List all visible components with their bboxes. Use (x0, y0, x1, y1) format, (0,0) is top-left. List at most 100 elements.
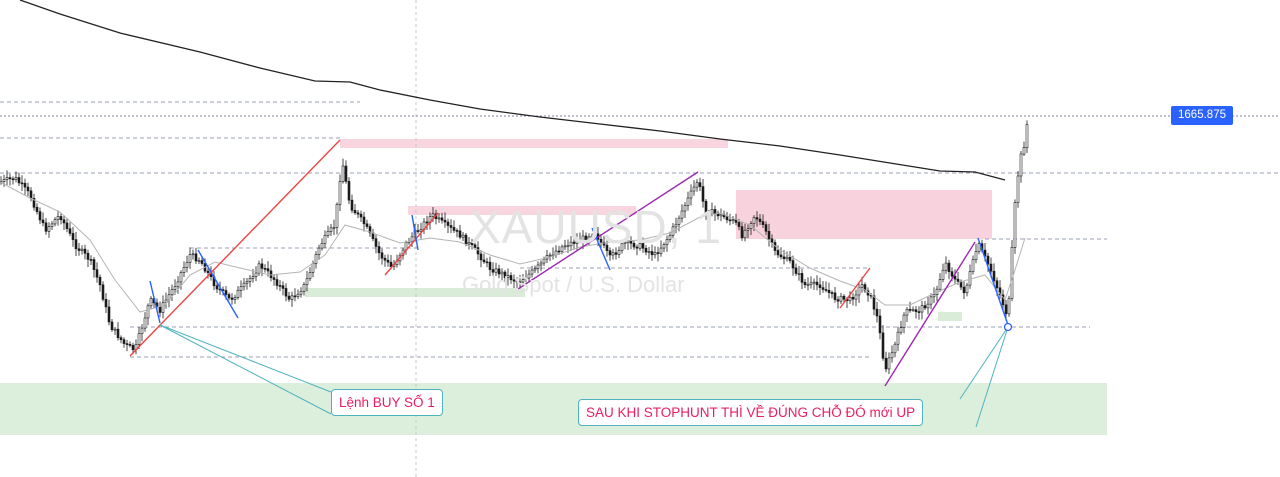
candle-body (452, 227, 456, 231)
candle-body (32, 198, 36, 208)
candle-body (989, 263, 993, 272)
candle-body (224, 290, 228, 295)
candle-body (605, 244, 609, 251)
candle-body (743, 229, 747, 239)
candle-body (842, 295, 846, 300)
candle-body (530, 269, 534, 275)
candle-body (995, 280, 999, 289)
annotation-buy-order[interactable]: Lệnh BUY SỐ 1 (331, 389, 443, 416)
candle-body (902, 314, 906, 328)
candle-body (140, 327, 144, 335)
candle-body (215, 285, 219, 290)
candle-body (674, 223, 678, 228)
candle-body (878, 315, 882, 334)
candle-body (158, 306, 162, 313)
candle-body (485, 261, 489, 264)
candle-body (857, 286, 861, 296)
candle-body (458, 230, 462, 238)
stophunt-marker[interactable] (1003, 322, 1013, 332)
candle-body (683, 205, 687, 212)
candle-body (380, 252, 384, 259)
candle-body (650, 251, 654, 256)
candle-body (410, 236, 414, 243)
candle-body (668, 235, 672, 240)
candle-body (788, 256, 792, 261)
candle-body (143, 317, 147, 329)
candle-body (941, 269, 945, 280)
candle-body (242, 282, 246, 288)
candle-body (374, 238, 378, 247)
candle-body (833, 292, 837, 300)
purple-trend-line (884, 241, 976, 387)
candle-body (872, 295, 876, 310)
candle-body (506, 275, 510, 278)
candle-body (89, 259, 93, 261)
blue-swing-line (411, 214, 419, 251)
candle-body (80, 248, 84, 251)
candle-body (635, 246, 639, 249)
candle-body (962, 286, 966, 294)
candle-body (383, 257, 387, 261)
candle-body (44, 222, 48, 232)
candle-body (920, 305, 924, 313)
candle-body (131, 345, 135, 351)
candle-body (860, 284, 864, 288)
candle-body (287, 295, 291, 300)
annotation-stophunt[interactable]: SAU KHI STOPHUNT THÌ VỀ ĐÚNG CHỖ ĐÓ mới … (578, 399, 924, 426)
candle-body (275, 279, 279, 286)
supply-zone-right (736, 190, 992, 239)
candle-body (764, 224, 768, 232)
candle-body (419, 229, 423, 232)
candle-body (23, 182, 27, 188)
candle-body (116, 328, 120, 338)
candle-body (896, 331, 900, 345)
candle-body (719, 213, 723, 217)
candle-body (257, 263, 261, 274)
candle-body (563, 245, 567, 248)
candle-body (206, 270, 210, 273)
candle-body (695, 182, 699, 188)
candle-body (164, 299, 168, 304)
candle-body (38, 211, 42, 221)
candle-body (464, 234, 468, 245)
candle-body (572, 241, 576, 244)
blue-swing-line (591, 227, 611, 271)
candle-body (1016, 175, 1020, 203)
candle-body (368, 226, 372, 234)
candle-body (641, 243, 645, 249)
candle-body (248, 277, 252, 282)
candles (0, 120, 1029, 375)
candle-body (440, 217, 444, 221)
candle-body (20, 182, 24, 185)
candle-body (887, 357, 891, 370)
candle-body (350, 199, 354, 211)
candle-body (770, 238, 774, 243)
candle-body (818, 284, 822, 288)
candle-body (500, 271, 504, 275)
candle-body (632, 243, 636, 248)
candle-body (518, 281, 522, 284)
candle-body (479, 253, 483, 261)
candle-body (947, 262, 951, 272)
candle-body (5, 177, 9, 180)
candle-body (944, 262, 948, 271)
red-trend-line (839, 267, 871, 309)
candle-body (95, 269, 99, 278)
candle-body (881, 332, 885, 359)
candle-body (317, 247, 321, 255)
blue-swing-line (977, 237, 1009, 326)
candle-body (557, 250, 561, 253)
candle-body (77, 248, 81, 251)
candle-body (692, 186, 696, 192)
candle-body (953, 275, 957, 280)
candle-body (47, 226, 51, 232)
candle-body (806, 284, 810, 286)
purple-trend-line (517, 171, 699, 290)
candle-body (497, 268, 501, 275)
candle-body (890, 352, 894, 359)
candle-body (533, 268, 537, 271)
candle-body (566, 245, 570, 248)
candle-body (470, 242, 474, 246)
candle-body (707, 212, 711, 215)
